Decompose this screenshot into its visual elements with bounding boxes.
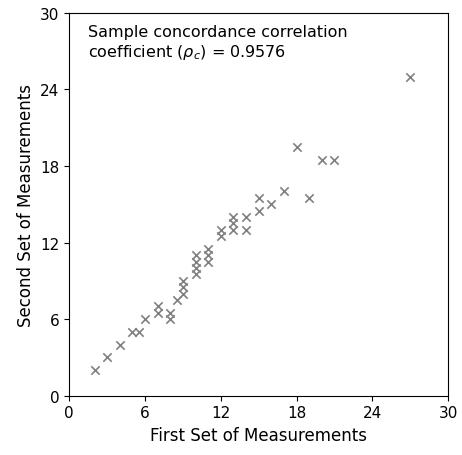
Point bbox=[154, 303, 161, 310]
Point bbox=[192, 265, 199, 272]
Point bbox=[179, 284, 187, 291]
Point bbox=[192, 271, 199, 278]
Point bbox=[243, 227, 250, 234]
Point bbox=[407, 74, 414, 81]
Point bbox=[255, 207, 262, 215]
Point bbox=[243, 214, 250, 221]
Point bbox=[129, 329, 136, 336]
Point bbox=[205, 246, 212, 253]
Point bbox=[331, 157, 338, 164]
Point bbox=[167, 309, 174, 317]
Text: Sample concordance correlation
coefficient ($\rho_c$) = 0.9576: Sample concordance correlation coefficie… bbox=[88, 25, 348, 62]
Point bbox=[167, 316, 174, 323]
Point bbox=[91, 367, 98, 374]
Point bbox=[230, 220, 237, 228]
Point bbox=[103, 354, 111, 361]
Point bbox=[280, 188, 288, 196]
Point bbox=[154, 309, 161, 317]
Point bbox=[305, 195, 313, 202]
Point bbox=[267, 201, 275, 208]
Point bbox=[293, 144, 300, 151]
Point bbox=[192, 258, 199, 266]
Y-axis label: Second Set of Measurements: Second Set of Measurements bbox=[17, 84, 35, 326]
Point bbox=[205, 252, 212, 259]
Point bbox=[318, 157, 326, 164]
Point bbox=[217, 227, 225, 234]
Point bbox=[230, 227, 237, 234]
Point bbox=[173, 297, 180, 304]
Point bbox=[179, 278, 187, 285]
Point bbox=[116, 341, 123, 349]
Point bbox=[230, 214, 237, 221]
X-axis label: First Set of Measurements: First Set of Measurements bbox=[150, 426, 367, 444]
Point bbox=[141, 316, 149, 323]
Point bbox=[135, 329, 142, 336]
Point bbox=[255, 195, 262, 202]
Point bbox=[179, 290, 187, 298]
Point bbox=[192, 252, 199, 259]
Point bbox=[217, 233, 225, 240]
Point bbox=[205, 258, 212, 266]
